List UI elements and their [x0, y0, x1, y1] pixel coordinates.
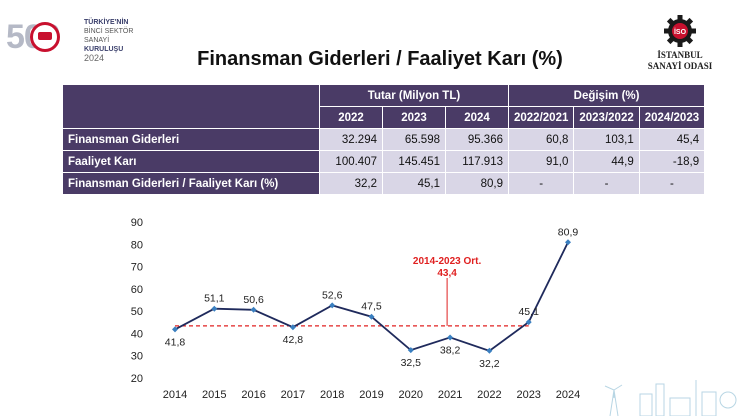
row-label: Finansman Giderleri / Faaliyet Karı (%) — [62, 172, 320, 195]
data-point — [250, 306, 257, 313]
y-tick-label: 20 — [131, 373, 143, 385]
data-label: 50,6 — [243, 294, 264, 306]
x-tick-label: 2015 — [202, 389, 226, 401]
data-label: 52,6 — [322, 289, 343, 301]
col-header: 2022/2021 — [507, 106, 575, 129]
data-label: 41,8 — [165, 336, 186, 348]
logo-500: 500 TÜRKİYE'NİN BİNCİ SEKTÖR SANAYİ KURU… — [6, 18, 156, 66]
table-cell: 95.366 — [445, 128, 509, 151]
data-label: 32,5 — [401, 357, 422, 369]
data-point — [486, 347, 493, 354]
data-label: 45,1 — [518, 306, 539, 318]
data-label: 32,2 — [479, 358, 500, 370]
page-title: Finansman Giderleri / Faaliyet Karı (%) — [197, 48, 563, 70]
data-label: 38,2 — [440, 344, 461, 356]
col-header: 2024 — [445, 106, 509, 129]
y-tick-label: 60 — [131, 284, 143, 296]
line-chart: 20 30 40 50 60 70 80 90 2014 2015 2016 2017 2018 2019… — [131, 217, 580, 401]
average-annotation-label: 2014-2023 Ort. — [413, 256, 482, 267]
org-name: İSTANBUL SANAYİ ODASI — [647, 50, 713, 71]
y-tick-label: 30 — [131, 351, 143, 363]
row-label: Finansman Giderleri — [62, 128, 320, 151]
x-tick-label: 2019 — [359, 389, 383, 401]
data-point — [211, 305, 218, 312]
row-label: Faaliyet Karı — [62, 150, 320, 173]
iso-badge-text: İSO — [674, 28, 687, 36]
table-cell: 44,9 — [573, 150, 640, 173]
data-point — [368, 313, 375, 320]
col-header: 2023 — [382, 106, 446, 129]
x-tick-label: 2024 — [556, 389, 580, 401]
iso-badge-icon — [30, 22, 60, 52]
series-line — [174, 241, 569, 352]
x-tick-label: 2016 — [241, 389, 265, 401]
table-row: Finansman Giderleri / Faaliyet Karı (%) … — [62, 172, 706, 195]
data-point — [329, 302, 336, 309]
x-tick-label: 2022 — [477, 389, 501, 401]
table-cell: 117.913 — [445, 150, 509, 173]
data-table: Tutar (Milyon TL) Değişim (%) 2022 2023 … — [62, 84, 706, 195]
x-tick-label: 2017 — [281, 389, 305, 401]
group-header-amount: Tutar (Milyon TL) — [319, 84, 509, 107]
table-subheader-row: 2022 2023 2024 2022/2021 2023/2022 2024/… — [63, 106, 706, 129]
data-point — [407, 347, 414, 354]
col-header: 2024/2023 — [638, 106, 706, 129]
data-point — [447, 334, 454, 341]
table-header-row: Tutar (Milyon TL) Değişim (%) — [62, 84, 706, 129]
table-cell: 91,0 — [507, 150, 575, 173]
table-row: Finansman Giderleri 32.294 65.598 95.366… — [62, 128, 706, 151]
average-annotation-value: 43,4 — [437, 268, 457, 279]
gear-icon: İSO — [663, 14, 697, 48]
x-tick-label: 2018 — [320, 389, 344, 401]
y-tick-label: 90 — [131, 217, 143, 229]
data-point — [289, 324, 296, 331]
data-label: 80,9 — [558, 226, 579, 238]
y-tick-label: 70 — [131, 262, 143, 274]
table-cell: 145.451 — [382, 150, 446, 173]
table-cell: 100.407 — [319, 150, 383, 173]
data-point — [525, 319, 532, 326]
y-tick-label: 40 — [131, 328, 143, 340]
table-cell: 60,8 — [507, 128, 575, 151]
y-tick-label: 50 — [131, 306, 143, 318]
x-tick-label: 2023 — [516, 389, 540, 401]
col-header: 2022 — [319, 106, 383, 129]
table-cell: 80,9 — [445, 172, 509, 195]
table-cell: 45,1 — [382, 172, 446, 195]
data-point — [565, 239, 571, 246]
x-tick-label: 2020 — [399, 389, 423, 401]
table-cell: 65.598 — [382, 128, 446, 151]
table-cell: -18,9 — [638, 150, 706, 173]
table-cell: - — [638, 172, 706, 195]
table-cell: 32.294 — [319, 128, 383, 151]
logo-text: TÜRKİYE'NİN BİNCİ SEKTÖR SANAYİ KURULUŞU… — [84, 19, 134, 63]
y-tick-label: 80 — [131, 239, 143, 251]
data-label: 51,1 — [204, 293, 225, 305]
table-cell: 103,1 — [573, 128, 640, 151]
x-tick-label: 2021 — [438, 389, 462, 401]
group-header-change: Değişim (%) — [507, 84, 706, 107]
table-cell: 45,4 — [638, 128, 706, 151]
x-tick-label: 2014 — [163, 389, 187, 401]
table-corner — [62, 84, 320, 129]
col-header: 2023/2022 — [573, 106, 640, 129]
industry-decoration-icon — [604, 380, 737, 416]
data-label: 42,8 — [283, 334, 304, 346]
table-row: Faaliyet Karı 100.407 145.451 117.913 91… — [62, 150, 706, 173]
table-cell: - — [573, 172, 640, 195]
table-cell: - — [507, 172, 575, 195]
logo-iso: İSO İSTANBUL SANAYİ ODASI — [640, 14, 720, 76]
data-point — [172, 326, 178, 333]
data-label: 47,5 — [361, 301, 382, 313]
table-cell: 32,2 — [319, 172, 383, 195]
